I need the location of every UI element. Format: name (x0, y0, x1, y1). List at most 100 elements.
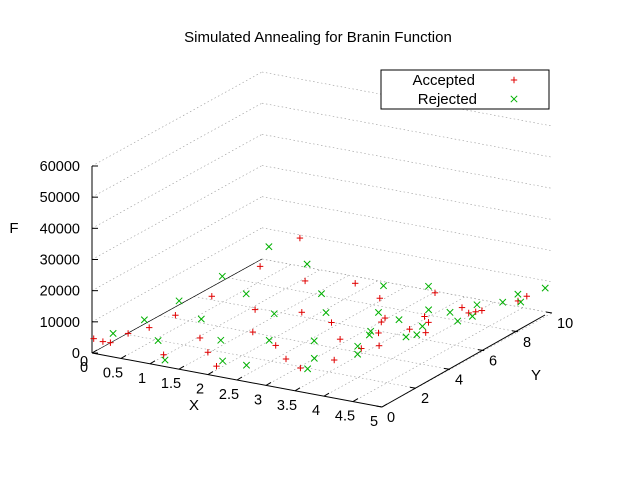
x-tick-mark (236, 376, 243, 381)
rejected-point (468, 312, 476, 320)
accepted-point (381, 314, 389, 322)
y-tick-label: 4 (455, 372, 463, 388)
back-wall-grid-line (91, 165, 263, 260)
side-wall-grid-line (261, 71, 553, 127)
accepted-point (272, 342, 279, 349)
legend-marker-accepted (510, 76, 518, 84)
accepted-point (358, 345, 365, 352)
x-tick-mark (207, 371, 214, 376)
rejected-point (541, 284, 549, 292)
marker-stroke (265, 243, 273, 251)
marker-stroke (374, 308, 383, 316)
accepted-point (296, 234, 304, 242)
marker-stroke (154, 336, 162, 345)
z-tick-label: 40000 (40, 221, 80, 237)
accepted-point (375, 342, 383, 349)
accepted-point (256, 263, 264, 270)
x-tick-label: 0 (80, 360, 88, 376)
marker-stroke (197, 315, 205, 323)
marker-stroke (161, 356, 169, 364)
z-tick-label: 30000 (40, 253, 80, 269)
accepted-point (458, 304, 466, 311)
rejected-point (514, 290, 522, 298)
y-tick-mark (477, 349, 485, 352)
back-wall-grid-line (91, 227, 263, 323)
back-wall-grid-line (91, 102, 263, 198)
floor-grid-line-x (207, 280, 379, 375)
x-tick-mark (294, 387, 301, 392)
floor-grid-line-x (236, 285, 408, 381)
rejected-point (265, 336, 273, 344)
rejected-point (242, 290, 250, 298)
floor-grid-line-x (323, 301, 495, 397)
legend: Accepted Rejected (380, 69, 550, 110)
marker-stroke (541, 284, 549, 292)
marker-stroke (310, 337, 318, 345)
rejected-point (218, 272, 226, 280)
marker-stroke (354, 342, 362, 350)
marker-stroke (395, 316, 403, 324)
series-accepted-points (90, 234, 530, 372)
legend-label-accepted: Accepted (412, 72, 475, 89)
x-tick-label: 5 (370, 414, 378, 430)
accepted-point (421, 313, 428, 320)
x-tick-label: 1.5 (161, 376, 181, 392)
x-tick-label: 1 (138, 371, 146, 387)
z-tick-label: 50000 (40, 190, 80, 206)
x-tick-mark (120, 354, 127, 359)
side-wall-grid-line (261, 102, 553, 158)
rejected-point (454, 317, 462, 325)
floor-grid-line-y (227, 277, 519, 333)
x-tick-label: 2 (196, 382, 204, 398)
y-tick-mark (375, 405, 383, 408)
rejected-point (424, 282, 433, 290)
accepted-point (523, 293, 530, 300)
floor-grid-line-x (120, 264, 292, 359)
x-tick-label: 4 (312, 403, 320, 419)
rejected-point (317, 290, 326, 298)
marker-stroke (265, 336, 273, 344)
accepted-point (328, 319, 335, 326)
marker-stroke (109, 329, 117, 338)
rejected-point (304, 365, 312, 373)
rejected-point (379, 282, 388, 290)
grid-layer (91, 71, 553, 408)
accepted-point (107, 339, 114, 346)
accepted-point (251, 306, 259, 313)
series-rejected-points (109, 243, 549, 373)
rejected-point (217, 336, 225, 344)
x-tick-mark (352, 398, 359, 403)
y-tick-label: 0 (387, 410, 395, 426)
marker-stroke (175, 297, 183, 305)
z-tick-label: 10000 (40, 315, 80, 331)
marker-stroke (402, 333, 410, 341)
z-tick-label: 60000 (40, 159, 80, 175)
marker-stroke (379, 282, 388, 290)
rejected-point (140, 316, 148, 324)
z-axis-label: F (9, 220, 18, 237)
back-wall-grid-line (91, 71, 263, 167)
marker-stroke (425, 306, 433, 314)
marker-stroke (468, 312, 476, 320)
marker-stroke (510, 95, 518, 103)
rejected-point (322, 308, 330, 317)
x-axis-label: X (189, 397, 199, 414)
x-tick-label: 3.5 (277, 398, 297, 414)
y-tick-mark (409, 386, 417, 389)
accepted-point (249, 328, 256, 336)
accepted-point (376, 295, 383, 302)
floor-grid-line-x (149, 269, 321, 365)
marker-stroke (304, 365, 312, 373)
accepted-point (213, 362, 220, 370)
floor-grid-line-x (294, 296, 466, 392)
floor-grid-line-x (265, 291, 437, 386)
z-tick-label: 0 (72, 346, 80, 362)
accepted-point (124, 330, 132, 337)
marker-stroke (446, 308, 454, 316)
chart-title: Simulated Annealing for Branin Function (184, 29, 452, 46)
y-tick-label: 8 (523, 335, 531, 351)
accepted-point (331, 356, 338, 364)
points-layer (90, 234, 549, 373)
rejected-point (517, 298, 525, 306)
